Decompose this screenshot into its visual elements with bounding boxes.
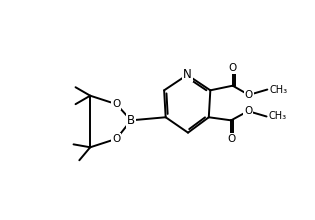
Text: O: O xyxy=(112,134,121,144)
Text: O: O xyxy=(227,134,235,144)
Text: CH₃: CH₃ xyxy=(270,84,288,95)
Text: O: O xyxy=(229,63,237,73)
Text: N: N xyxy=(183,68,192,81)
Text: O: O xyxy=(244,106,252,116)
Text: O: O xyxy=(112,99,121,109)
Text: B: B xyxy=(127,114,135,127)
Text: O: O xyxy=(245,90,253,100)
Text: CH₃: CH₃ xyxy=(269,112,287,121)
